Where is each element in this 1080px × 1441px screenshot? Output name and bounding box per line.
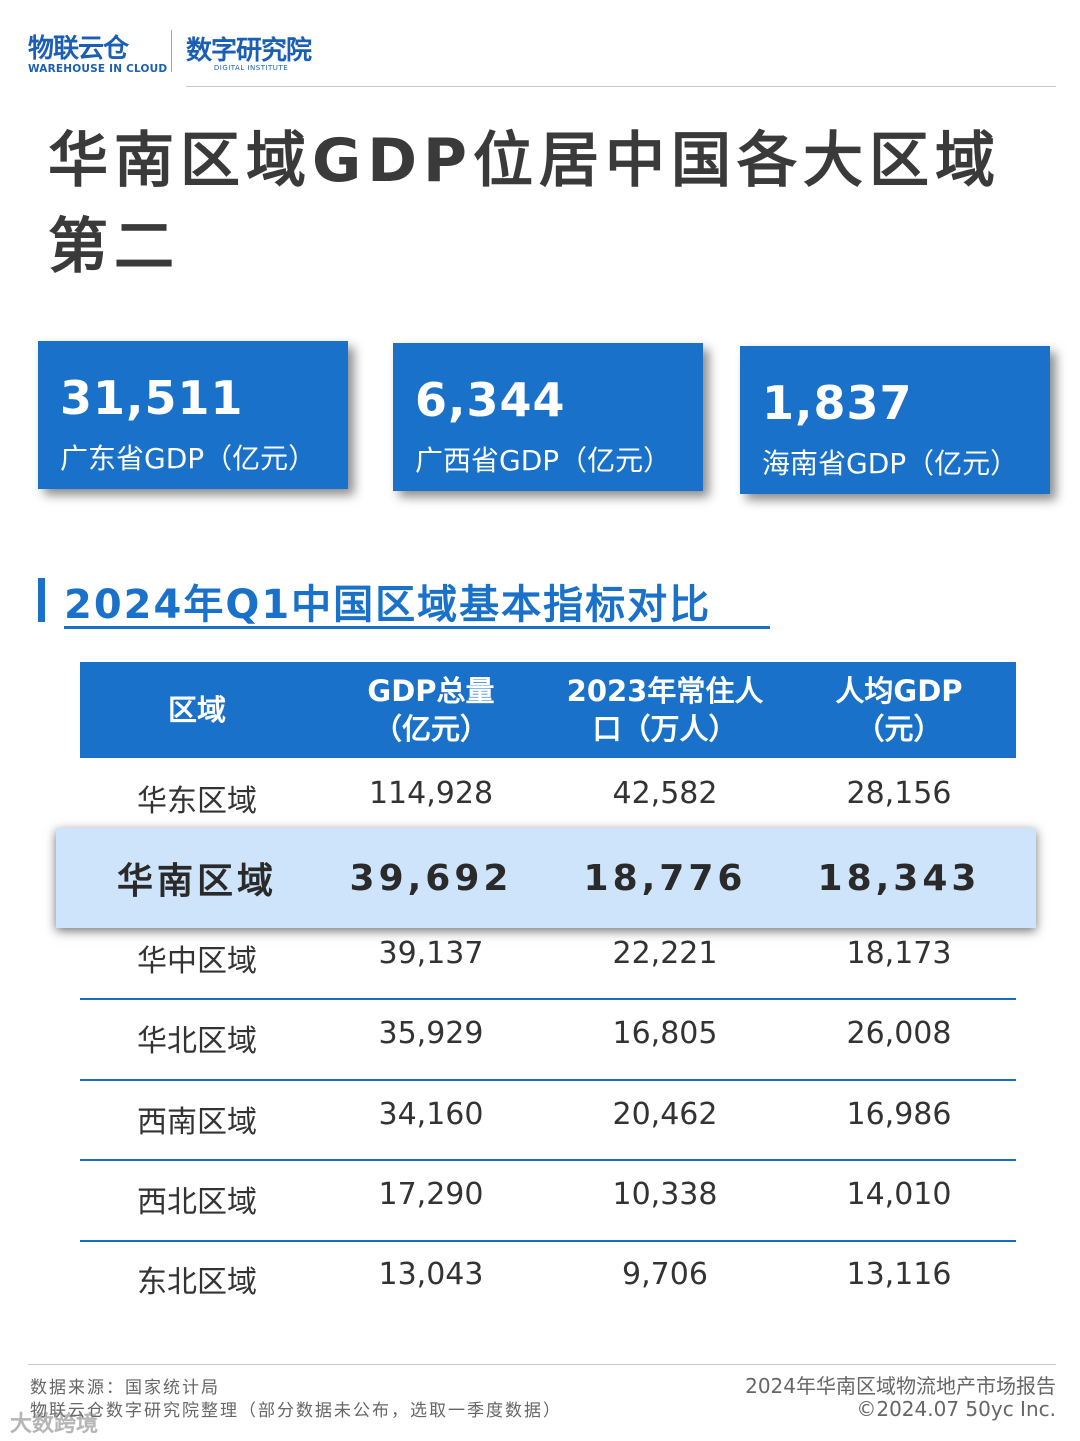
section-underline <box>64 626 770 629</box>
column-header-gdp: GDP总量 （亿元） <box>367 674 495 746</box>
table-cell: 18,343 <box>817 857 981 899</box>
table-row-highlighted: 华南区域 39,692 18,776 18,343 <box>56 828 1036 928</box>
section-title: 2024年Q1中国区域基本指标对比 <box>64 582 712 628</box>
table-cell: 13,043 <box>378 1257 484 1292</box>
column-header-region: 区域 <box>167 693 226 727</box>
table-cell: 28,156 <box>846 776 952 811</box>
stat-value: 1,837 <box>762 376 913 430</box>
watermark: 大数跨境 <box>10 1412 99 1437</box>
table-cell: 34,160 <box>378 1097 484 1132</box>
table-cell: 39,137 <box>378 936 484 971</box>
institute-english: DIGITAL INSTITUTE <box>213 64 289 72</box>
stat-label: 广西省GDP（亿元） <box>415 444 672 477</box>
page-title: 华南区域GDP位居中国各大区域第二 <box>48 126 1002 282</box>
table-cell: 18,776 <box>583 857 747 899</box>
table-cell: 14,010 <box>846 1177 952 1212</box>
footer-source: 数据来源：国家统计局 <box>30 1378 220 1398</box>
stat-label: 海南省GDP（亿元） <box>762 447 1019 480</box>
table-cell: 华中区域 <box>137 944 257 979</box>
brand-divider <box>171 30 172 72</box>
table-cell: 17,290 <box>378 1177 484 1212</box>
stat-value: 6,344 <box>415 373 566 427</box>
table-cell: 16,805 <box>612 1016 718 1051</box>
stat-card-guangxi: 6,344 广西省GDP（亿元） <box>393 343 703 491</box>
table-cell: 18,173 <box>846 936 952 971</box>
stat-card-hainan: 1,837 海南省GDP（亿元） <box>740 346 1050 494</box>
brand-logo-text: 物联云仓 <box>28 34 129 64</box>
table-row: 东北区域 13,043 9,706 13,116 <box>80 1257 1016 1300</box>
table-cell: 39,692 <box>349 857 513 899</box>
table-cell: 35,929 <box>378 1016 484 1051</box>
footer-divider <box>28 1364 1056 1365</box>
table-cell: 东北区域 <box>137 1265 257 1300</box>
table-row: 西南区域 34,160 20,462 16,986 <box>80 1097 1016 1140</box>
table-row: 华东区域 114,928 42,582 28,156 <box>80 776 1016 819</box>
table-cell: 华东区域 <box>137 784 257 819</box>
table-row: 华中区域 39,137 22,221 18,173 <box>80 936 1016 979</box>
table-cell: 华北区域 <box>137 1024 257 1059</box>
table-cell: 20,462 <box>612 1097 718 1132</box>
stat-card-guangdong: 31,511 广东省GDP（亿元） <box>38 341 348 489</box>
column-header-gdp-per-capita: 人均GDP （元） <box>835 674 963 746</box>
table-header: 区域 GDP总量 （亿元） 2023年常住人 口（万人） 人均GDP （元） <box>80 662 1016 758</box>
row-divider <box>80 1079 1016 1081</box>
table-cell: 华南区域 <box>116 861 277 902</box>
table-row: 西北区域 17,290 10,338 14,010 <box>80 1177 1016 1220</box>
row-divider <box>80 1240 1016 1242</box>
row-divider <box>80 1159 1016 1161</box>
column-header-population: 2023年常住人 口（万人） <box>566 674 764 746</box>
brand-logo-english: WAREHOUSE IN CLOUD <box>28 63 168 75</box>
table-cell: 10,338 <box>612 1177 718 1212</box>
stat-label: 广东省GDP（亿元） <box>60 442 317 475</box>
footer-copyright: ©2024.07 50yc Inc. <box>856 1397 1056 1421</box>
table-cell: 西南区域 <box>137 1105 257 1140</box>
footer-report-title: 2024年华南区域物流地产市场报告 <box>745 1374 1056 1398</box>
table-cell: 114,928 <box>368 776 494 811</box>
table-cell: 22,221 <box>612 936 718 971</box>
footer-note: 物联云仓数字研究院整理（部分数据未公布，选取一季度数据） <box>30 1401 562 1421</box>
institute-name: 数字研究院 <box>186 36 312 66</box>
row-divider <box>80 998 1016 1000</box>
table-cell: 13,116 <box>846 1257 952 1292</box>
stat-value: 31,511 <box>60 371 244 425</box>
table-cell: 42,582 <box>612 776 718 811</box>
header-divider <box>186 86 1056 87</box>
table-cell: 16,986 <box>846 1097 952 1132</box>
table-row: 华北区域 35,929 16,805 26,008 <box>80 1016 1016 1059</box>
table-cell: 西北区域 <box>137 1185 257 1220</box>
section-accent-bar <box>38 578 45 622</box>
table-cell: 9,706 <box>622 1257 708 1292</box>
table-cell: 26,008 <box>846 1016 952 1051</box>
